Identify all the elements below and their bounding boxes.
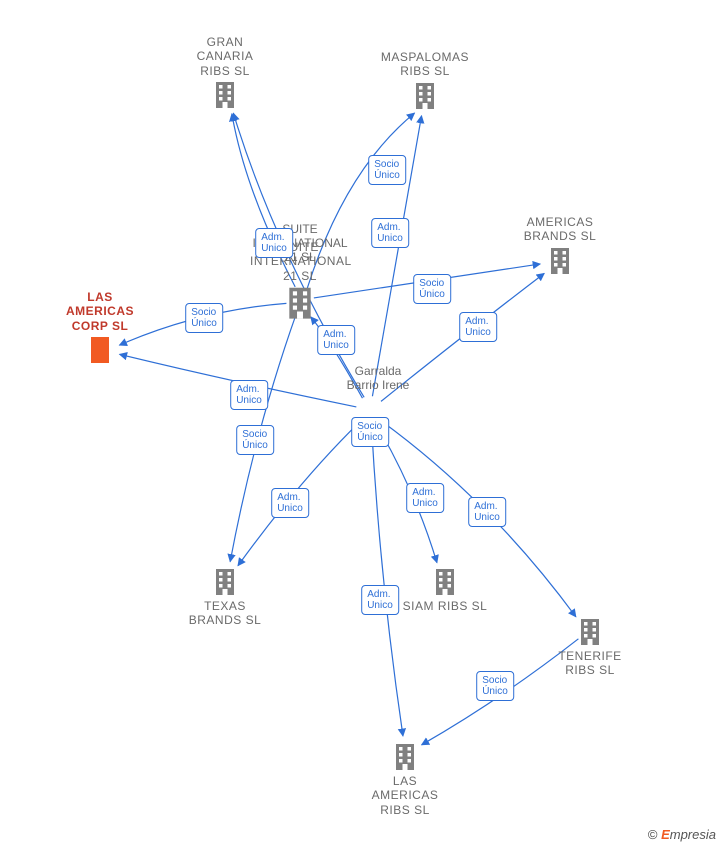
edge-badge-socio: SocioÚnico	[236, 425, 274, 455]
edge-badge-socio: SocioÚnico	[368, 155, 406, 185]
edge-badge-adm: Adm.Unico	[271, 488, 309, 518]
node-label: AMERICASBRANDS SL	[510, 215, 610, 244]
node-label: TEXASBRANDS SL	[175, 599, 275, 628]
edge-badge-adm: Adm.Unico	[230, 380, 268, 410]
node-label: SIAM RIBS SL	[395, 599, 495, 613]
building-icon	[209, 565, 241, 597]
node-label: GRANCANARIARIBS SL	[175, 35, 275, 78]
edge-badge-adm: Adm.Unico	[406, 483, 444, 513]
building-icon	[544, 244, 576, 276]
edge-badge-adm: Adm.Unico	[255, 228, 293, 258]
person-label-text: GarraldaBarrio Irene	[347, 364, 410, 392]
edge-badge-socio: SocioÚnico	[476, 671, 514, 701]
edge-badge-socio: SocioÚnico	[351, 417, 389, 447]
copyright-brand-e: E	[661, 827, 670, 842]
node-texas-brands[interactable]: TEXASBRANDS SL	[175, 565, 275, 628]
building-icon	[209, 78, 241, 110]
node-americas-brands[interactable]: AMERICASBRANDS SL	[510, 215, 610, 278]
node-label: LASAMERICASCORP SL	[50, 290, 150, 333]
node-gran-canaria[interactable]: GRANCANARIARIBS SL	[175, 35, 275, 112]
building-icon	[574, 615, 606, 647]
edge-badge-socio: SocioÚnico	[413, 274, 451, 304]
building-icon	[281, 283, 319, 321]
node-tenerife-ribs[interactable]: TENERIFERIBS SL	[540, 615, 640, 678]
node-las-americas-ribs[interactable]: LASAMERICASRIBS SL	[355, 740, 455, 817]
edge-badge-adm: Adm.Unico	[361, 585, 399, 615]
copyright-brand-rest: mpresia	[670, 827, 716, 842]
building-icon	[389, 740, 421, 772]
node-las-americas-corp[interactable]: LASAMERICASCORP SL	[50, 290, 150, 367]
node-siam-ribs[interactable]: SIAM RIBS SL	[395, 565, 495, 613]
edge-badge-adm: Adm.Unico	[468, 497, 506, 527]
node-maspalomas[interactable]: MASPALOMASRIBS SL	[375, 50, 475, 113]
node-label: TENERIFERIBS SL	[540, 649, 640, 678]
edge-badge-adm: Adm.Unico	[317, 325, 355, 355]
edge-badge-adm: Adm.Unico	[371, 218, 409, 248]
building-icon	[429, 565, 461, 597]
building-icon	[409, 79, 441, 111]
edge-badge-adm: Adm.Unico	[459, 312, 497, 342]
person-label: GarraldaBarrio Irene	[328, 364, 428, 392]
node-label: LASAMERICASRIBS SL	[355, 774, 455, 817]
copyright-symbol: ©	[648, 827, 658, 842]
copyright: © Empresia	[648, 827, 716, 842]
building-icon	[84, 333, 116, 365]
node-label: MASPALOMASRIBS SL	[375, 50, 475, 79]
edge-badge-socio: SocioÚnico	[185, 303, 223, 333]
